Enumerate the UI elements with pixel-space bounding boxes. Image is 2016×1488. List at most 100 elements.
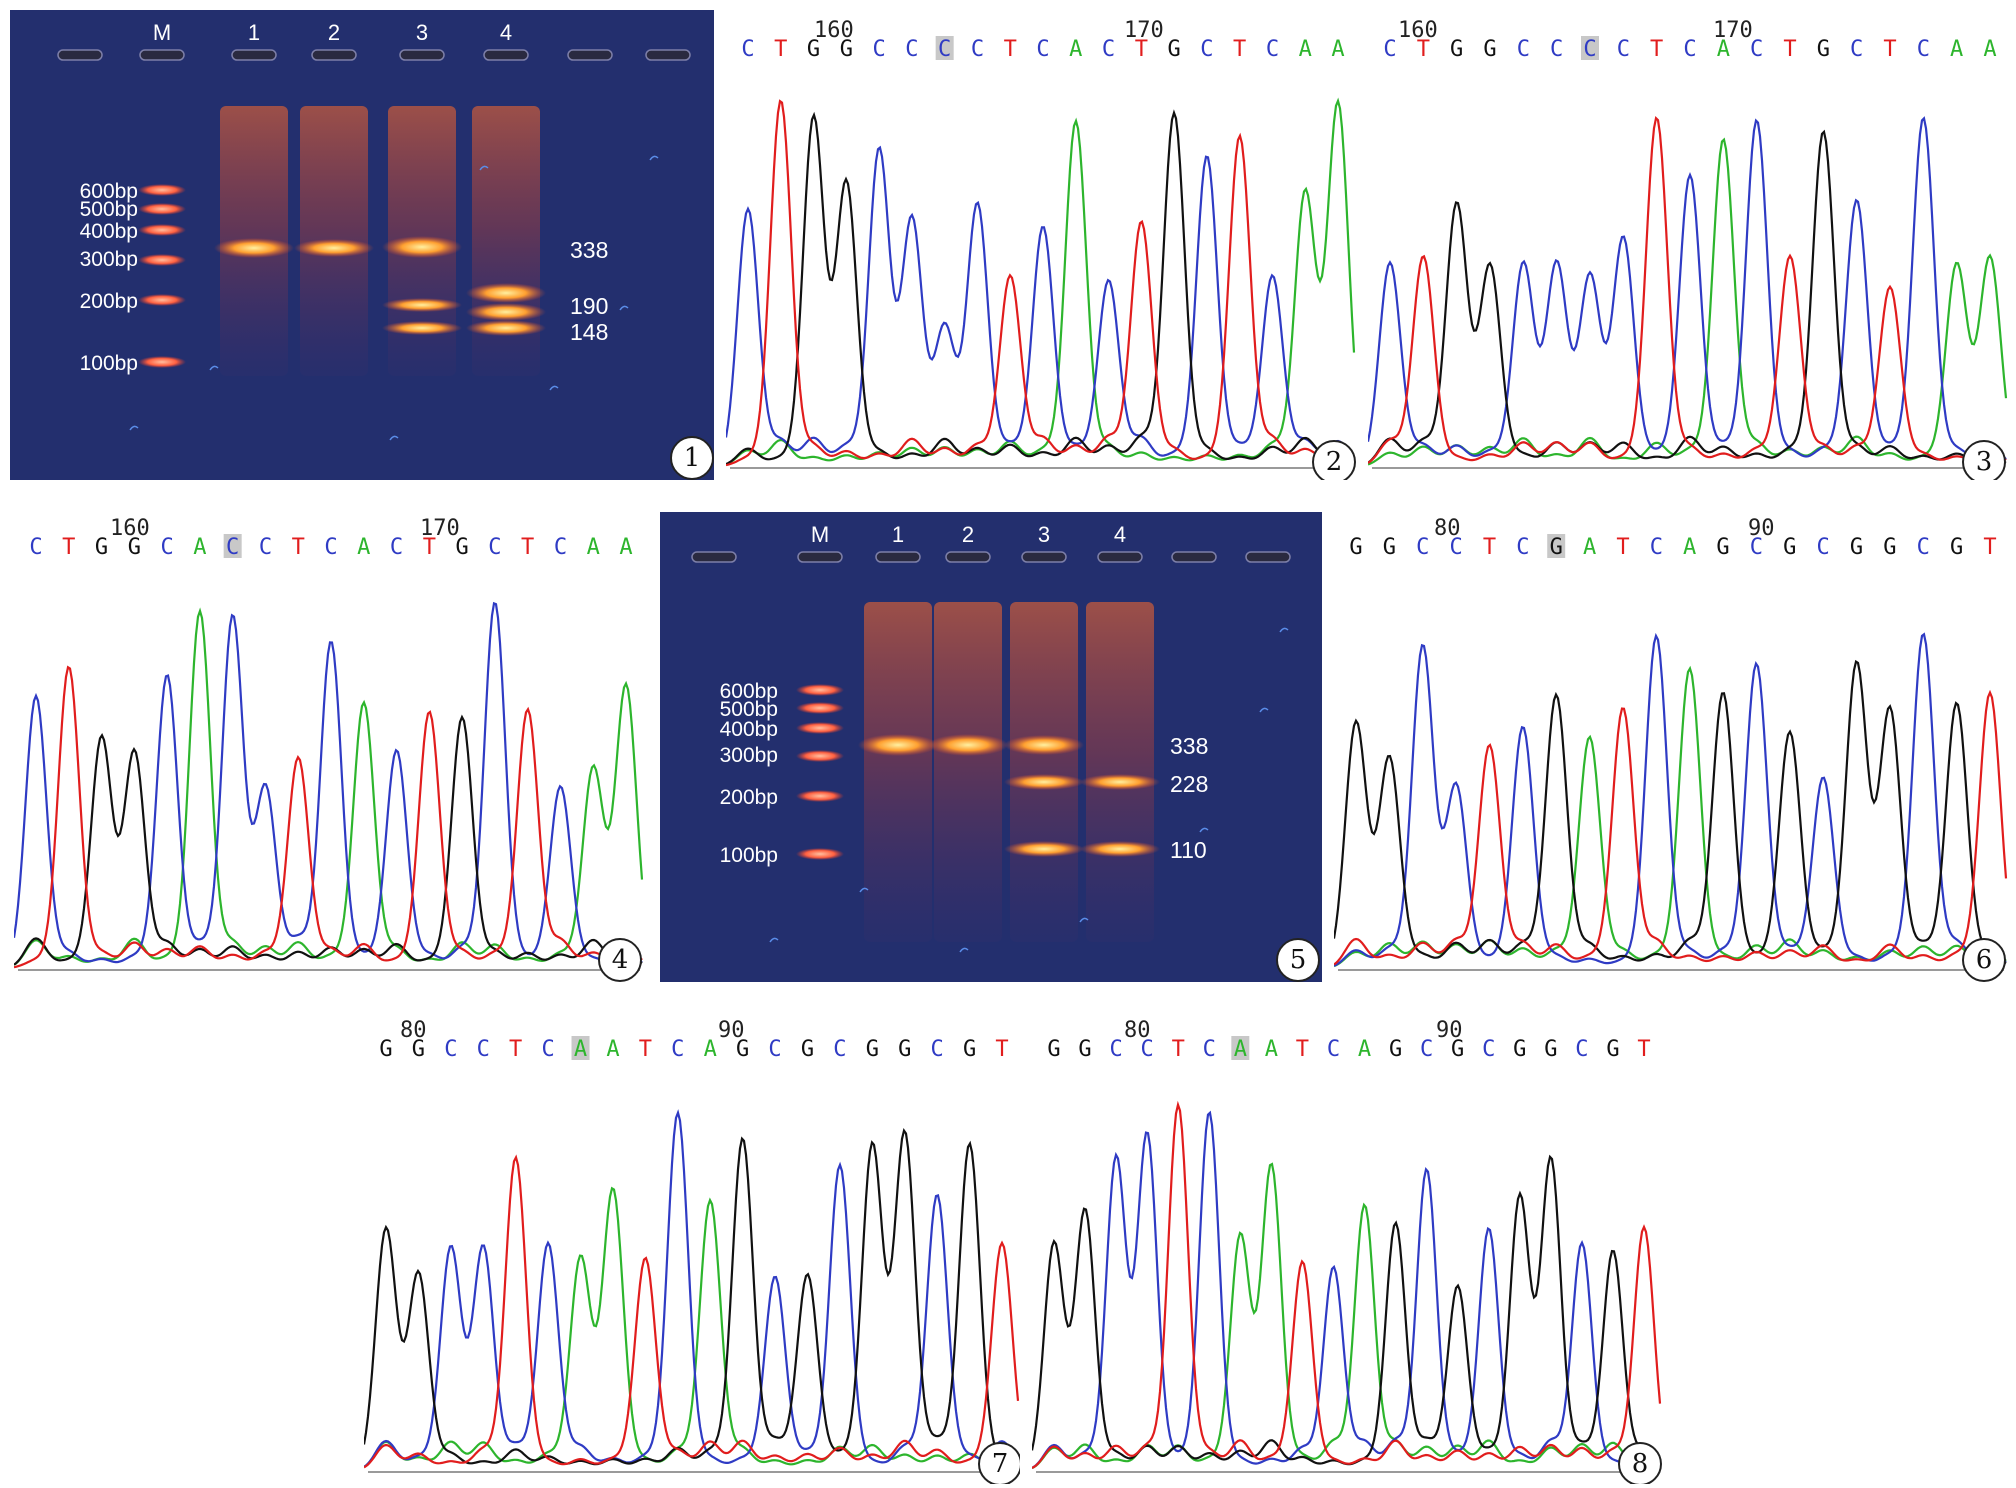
trace-T-channel xyxy=(1334,689,2008,966)
snp-highlight xyxy=(1231,1036,1250,1060)
trace-A-channel xyxy=(1368,137,2008,466)
gel-well xyxy=(1097,551,1143,563)
gel-speck xyxy=(1279,627,1289,633)
lane-label: M xyxy=(153,20,171,45)
gel-well xyxy=(1171,551,1217,563)
base-call-letter: C xyxy=(1036,37,1049,62)
gel-well xyxy=(875,551,921,563)
base-call-letter: G xyxy=(898,1037,911,1062)
fragment-size-label: 338 xyxy=(570,237,608,263)
ladder-band xyxy=(138,203,186,215)
base-call-letter: C xyxy=(29,535,42,560)
base-call-letter: C xyxy=(741,37,754,62)
base-call-letter: T xyxy=(1135,37,1148,62)
gel-speck xyxy=(549,385,559,391)
position-label: 80 xyxy=(400,1018,427,1043)
base-call-letter: A xyxy=(1331,37,1344,62)
base-call-letter: G xyxy=(379,1037,392,1062)
gel-speck xyxy=(1079,917,1089,923)
trace-C-channel xyxy=(14,601,643,964)
trace-G-channel xyxy=(1368,129,2007,464)
base-call-letter: G xyxy=(1950,535,1963,560)
base-call-letter: G xyxy=(1483,37,1496,62)
ladder-band xyxy=(796,790,844,802)
ladder-band xyxy=(138,356,186,368)
dna-band xyxy=(382,236,462,258)
base-call-letter: T xyxy=(774,37,787,62)
base-call-letter: T xyxy=(1483,535,1496,560)
dna-band xyxy=(1080,841,1160,857)
base-call-letter: C xyxy=(1817,535,1830,560)
base-call-letter: T xyxy=(995,1037,1008,1062)
base-call-letter: A xyxy=(619,535,632,560)
position-label: 90 xyxy=(718,1018,745,1043)
trace-A-channel xyxy=(364,1186,1019,1468)
base-call-letter: G xyxy=(840,37,853,62)
base-call-letter: G xyxy=(1078,1037,1091,1062)
gel-speck xyxy=(769,937,779,943)
position-label: 170 xyxy=(1713,18,1753,43)
base-call-letter: T xyxy=(1616,535,1629,560)
dna-band xyxy=(382,298,462,312)
gel-well xyxy=(231,49,277,61)
base-call-letter: C xyxy=(872,37,885,62)
ladder-size-label: 400bp xyxy=(80,220,138,243)
trace-T-channel xyxy=(14,665,643,969)
snp-highlight xyxy=(1547,534,1566,558)
trace-C-channel xyxy=(726,145,1355,459)
gel-well xyxy=(139,49,185,61)
trace-G-channel xyxy=(1032,1154,1661,1466)
gel-well xyxy=(1021,551,1067,563)
gel-speck xyxy=(129,425,139,431)
ladder-size-label: 400bp xyxy=(720,718,778,741)
base-call-letter: T xyxy=(1650,37,1663,62)
base-call-letter: C xyxy=(1575,1037,1588,1062)
base-call-letter: G xyxy=(1389,1037,1402,1062)
base-call-letter: C xyxy=(833,1037,846,1062)
gel-speck xyxy=(1199,827,1209,833)
panel-number-badge: 6 xyxy=(1962,938,2006,982)
base-call-letter: C xyxy=(1482,1037,1495,1062)
gel-speck xyxy=(479,165,489,171)
lane-label: 4 xyxy=(500,20,512,45)
base-call-letter: C xyxy=(971,37,984,62)
base-call-letter: C xyxy=(1517,37,1530,62)
base-call-letter: C xyxy=(226,535,239,560)
panel-number-badge: 5 xyxy=(1276,938,1320,982)
trace-C-channel xyxy=(1368,116,2007,460)
ladder-band xyxy=(138,224,186,236)
trace-G-channel xyxy=(1334,659,2007,965)
ladder-band xyxy=(796,684,844,696)
base-call-letter: T xyxy=(521,535,534,560)
base-call-letter: T xyxy=(1172,1037,1185,1062)
base-call-letter: C xyxy=(1516,535,1529,560)
position-label: 80 xyxy=(1434,516,1461,541)
base-call-letter: A xyxy=(574,1037,587,1062)
base-call-letter: C xyxy=(1550,37,1563,62)
base-call-letter: T xyxy=(1883,37,1896,62)
base-call-letter: A xyxy=(1717,37,1730,62)
base-call-letter: T xyxy=(292,535,305,560)
base-call-letter: T xyxy=(639,1037,652,1062)
position-label: 160 xyxy=(814,18,854,43)
base-call-letter: G xyxy=(1850,535,1863,560)
gel-panel-1: M 1 2 3 4 600bp 500bp 400bp 300bp 200bp 100bp 338 19… xyxy=(10,10,714,480)
dna-band xyxy=(928,734,1008,756)
fragment-size-label: 148 xyxy=(570,319,608,345)
base-call-letter: T xyxy=(1004,37,1017,62)
base-call-letter: G xyxy=(95,535,108,560)
position-label: 90 xyxy=(1748,516,1775,541)
fragment-size-label: 110 xyxy=(1170,837,1207,863)
sample-smear xyxy=(1086,602,1154,942)
ladder-size-label: 300bp xyxy=(80,248,138,271)
base-call-letter: G xyxy=(1383,535,1396,560)
base-call-letter: C xyxy=(160,535,173,560)
base-call-letter: A xyxy=(1069,37,1082,62)
gel-well xyxy=(483,49,529,61)
lane-label: 2 xyxy=(328,20,340,45)
